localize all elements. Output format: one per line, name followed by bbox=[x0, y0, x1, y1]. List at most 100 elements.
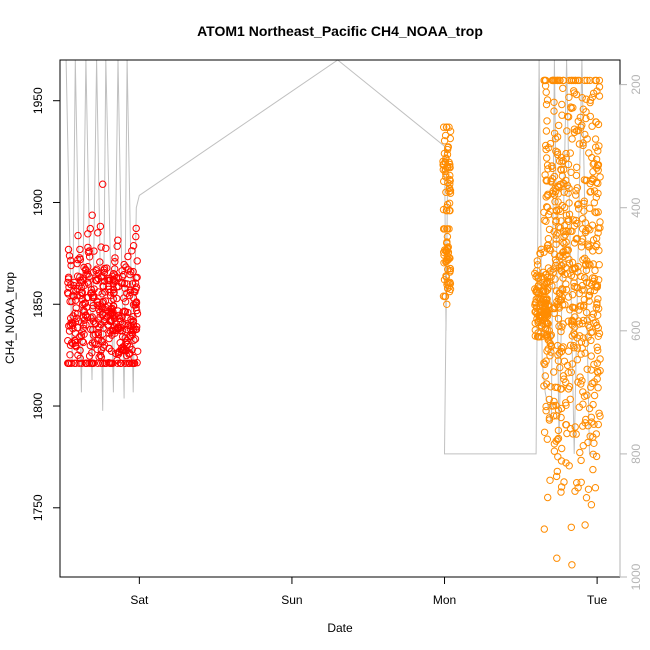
data-point bbox=[76, 273, 84, 281]
data-point bbox=[125, 350, 133, 358]
data-point bbox=[124, 252, 132, 261]
data-point bbox=[536, 296, 544, 304]
data-point bbox=[581, 130, 589, 139]
data-point bbox=[81, 265, 90, 274]
data-point bbox=[594, 311, 602, 319]
data-point bbox=[557, 457, 566, 465]
y2-tick-label: 600 bbox=[629, 320, 643, 340]
data-point bbox=[76, 245, 84, 254]
data-point bbox=[583, 76, 591, 85]
data-point bbox=[446, 134, 454, 143]
data-point bbox=[94, 359, 102, 367]
data-point bbox=[592, 143, 600, 151]
data-point bbox=[544, 235, 553, 243]
data-point bbox=[540, 329, 548, 337]
data-point bbox=[582, 260, 590, 268]
data-point bbox=[550, 172, 559, 181]
data-point bbox=[121, 284, 129, 292]
data-point bbox=[567, 368, 575, 376]
pressure-line bbox=[65, 59, 598, 455]
data-point bbox=[543, 161, 552, 169]
data-point bbox=[565, 199, 573, 207]
data-point bbox=[100, 264, 109, 273]
data-point bbox=[593, 367, 602, 376]
data-point bbox=[575, 140, 584, 148]
data-point bbox=[585, 404, 594, 413]
data-point bbox=[587, 352, 595, 360]
data-point bbox=[442, 173, 450, 181]
data-point bbox=[586, 188, 594, 196]
data-point bbox=[102, 244, 110, 253]
data-point bbox=[83, 293, 91, 302]
data-point bbox=[561, 203, 569, 212]
data-point bbox=[440, 177, 448, 186]
data-point bbox=[132, 299, 140, 307]
data-point bbox=[96, 258, 104, 266]
data-point bbox=[131, 279, 140, 287]
data-point bbox=[133, 306, 141, 315]
data-point bbox=[101, 359, 109, 367]
data-point bbox=[543, 319, 551, 327]
data-point bbox=[111, 349, 120, 358]
data-point bbox=[559, 343, 567, 351]
data-point bbox=[548, 162, 556, 170]
data-point bbox=[594, 161, 603, 169]
data-point bbox=[442, 273, 450, 281]
data-point bbox=[583, 316, 591, 324]
data-point bbox=[588, 379, 596, 388]
data-point bbox=[562, 459, 570, 467]
data-point bbox=[552, 472, 561, 481]
data-point bbox=[109, 275, 117, 284]
data-point bbox=[567, 103, 575, 111]
data-point bbox=[540, 428, 549, 436]
data-point bbox=[549, 76, 557, 85]
data-point bbox=[131, 288, 139, 296]
data-point bbox=[584, 333, 592, 341]
data-point bbox=[543, 435, 551, 443]
data-point bbox=[580, 199, 588, 208]
data-point bbox=[550, 228, 558, 236]
data-point bbox=[84, 243, 92, 252]
data-point bbox=[542, 217, 550, 226]
data-point bbox=[99, 180, 107, 188]
data-point bbox=[96, 222, 105, 231]
data-point bbox=[576, 448, 584, 457]
data-point bbox=[569, 342, 578, 350]
data-point bbox=[67, 261, 75, 270]
data-point bbox=[542, 407, 550, 415]
data-point bbox=[580, 295, 588, 304]
data-point bbox=[591, 266, 599, 275]
data-point bbox=[579, 141, 587, 150]
data-point bbox=[555, 121, 563, 130]
data-point bbox=[94, 336, 102, 344]
data-point bbox=[71, 309, 79, 317]
data-point bbox=[540, 248, 548, 256]
data-point bbox=[585, 149, 593, 157]
y2-axis: 200 400 600 800 1000 bbox=[619, 74, 643, 590]
y2-tick-label: 200 bbox=[629, 74, 643, 94]
data-point bbox=[553, 435, 562, 444]
data-point bbox=[562, 401, 570, 409]
data-point bbox=[594, 229, 602, 237]
data-point bbox=[439, 161, 447, 169]
data-point bbox=[562, 211, 571, 219]
data-point bbox=[578, 377, 586, 385]
data-point bbox=[443, 239, 451, 247]
data-point bbox=[557, 488, 565, 496]
data-point bbox=[87, 359, 95, 367]
data-point bbox=[577, 302, 585, 310]
data-point bbox=[440, 149, 449, 158]
data-point bbox=[562, 280, 570, 288]
data-point bbox=[554, 426, 563, 435]
data-point bbox=[90, 285, 98, 293]
data-point bbox=[559, 286, 567, 294]
data-point bbox=[554, 229, 562, 237]
data-point bbox=[546, 277, 554, 286]
data-point bbox=[441, 225, 449, 233]
data-point bbox=[581, 274, 589, 282]
data-point bbox=[543, 331, 551, 339]
data-point bbox=[114, 236, 122, 244]
data-point bbox=[551, 256, 560, 264]
data-point bbox=[566, 306, 574, 314]
data-point bbox=[79, 338, 88, 347]
